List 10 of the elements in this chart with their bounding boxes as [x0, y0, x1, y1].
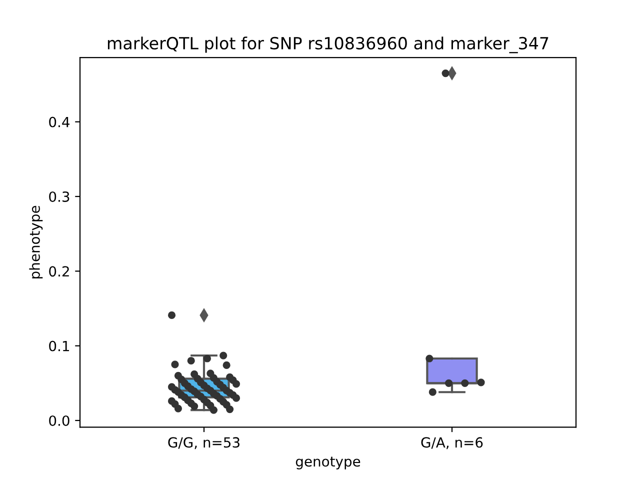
y-tick-label: 0.0 — [49, 415, 70, 426]
x-tick-label: G/G, n=53 — [168, 437, 240, 450]
y-tick-label: 0.1 — [49, 340, 69, 352]
x-tick-label: G/A, n=6 — [421, 437, 483, 450]
x-axis-title: genotype — [296, 456, 360, 470]
y-tick-label: 0.2 — [49, 266, 69, 277]
y-axis-title: phenotype — [29, 206, 43, 278]
chart-title: markerQTL plot for SNP rs10836960 and marker_347 — [108, 36, 548, 54]
y-tick-label: 0.4 — [49, 116, 70, 128]
y-tick-label: 0.3 — [49, 191, 70, 202]
